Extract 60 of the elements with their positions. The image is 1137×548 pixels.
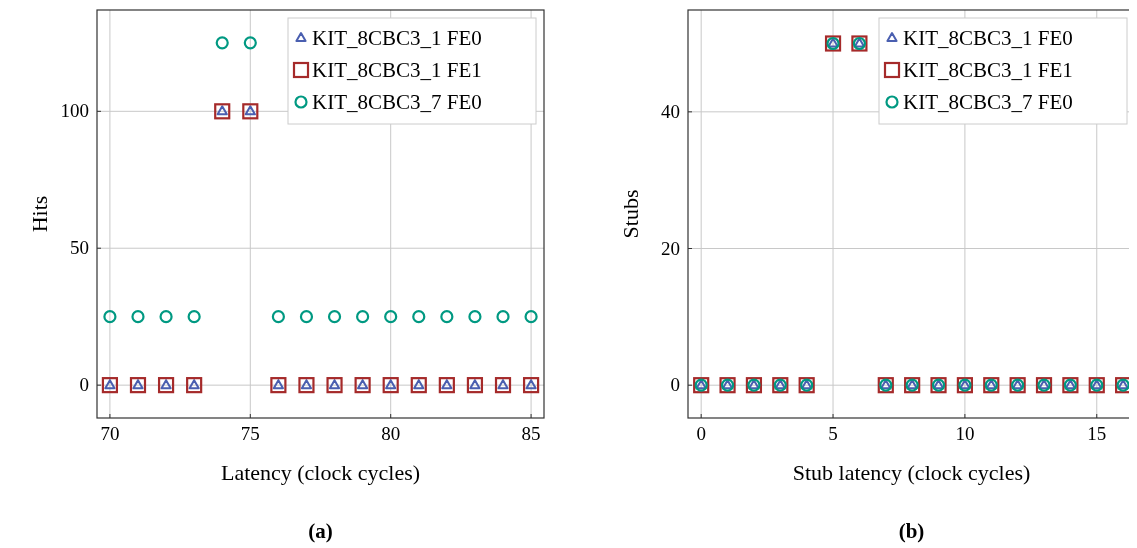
point <box>354 377 371 394</box>
legend-label: KIT_8CBC3_1 FE1 <box>312 58 482 82</box>
y-tick-label: 20 <box>661 237 680 259</box>
point <box>131 310 145 324</box>
x-axis-title: Latency (clock cycles) <box>220 460 421 485</box>
point <box>243 36 257 50</box>
text: (b) <box>898 519 925 543</box>
point <box>494 377 512 394</box>
x-tick-label: 10 <box>955 423 975 444</box>
x-tick-label: 5 <box>828 423 838 444</box>
point <box>356 310 370 324</box>
legend-label: KIT_8CBC3_7 FE0 <box>903 90 1073 114</box>
y-tick-label: 0 <box>79 374 89 396</box>
x-tick-label: 15 <box>1087 423 1107 444</box>
x-tick-label: 0 <box>696 423 706 444</box>
point <box>101 377 119 394</box>
point <box>186 377 203 394</box>
point <box>129 377 147 394</box>
legend-label: KIT_8CBC3_1 FE1 <box>903 58 1073 82</box>
point <box>299 310 314 324</box>
point <box>440 310 454 324</box>
point <box>328 379 341 390</box>
point <box>327 310 342 324</box>
point <box>522 377 540 394</box>
x-tick-label: 70 <box>100 423 120 444</box>
y-tick-label: 0 <box>670 374 680 396</box>
legend-label: KIT_8CBC3_1 FE0 <box>903 26 1073 50</box>
point <box>187 310 201 324</box>
point <box>215 36 229 50</box>
y-tick-label: 100 <box>60 100 89 122</box>
point <box>242 103 259 120</box>
y-axis-title: Stubs <box>618 189 643 239</box>
point <box>271 310 285 324</box>
point <box>496 310 510 324</box>
x-axis-title: Stub latency (clock cycles) <box>792 460 1031 485</box>
y-axis-title: Hits <box>27 195 52 233</box>
x-tick-label: 75 <box>240 423 260 444</box>
point <box>384 310 398 324</box>
point <box>157 377 175 394</box>
point <box>382 377 399 394</box>
y-tick-label: 40 <box>661 100 680 122</box>
point <box>468 310 482 324</box>
point <box>300 379 313 390</box>
point <box>466 377 484 394</box>
point <box>410 377 427 394</box>
point <box>412 310 426 324</box>
point <box>524 310 538 324</box>
x-tick-label: 80 <box>381 423 401 444</box>
point <box>214 103 231 120</box>
point <box>438 377 455 394</box>
text: (a) <box>308 519 333 543</box>
point <box>103 310 117 324</box>
point <box>270 377 287 394</box>
y-tick-label: 50 <box>70 237 89 259</box>
point <box>298 377 315 394</box>
legend-label: KIT_8CBC3_1 FE0 <box>312 26 482 50</box>
x-tick-label: 85 <box>521 423 541 444</box>
legend-label: KIT_8CBC3_7 FE0 <box>312 90 482 114</box>
point <box>326 377 343 394</box>
point <box>159 310 173 324</box>
